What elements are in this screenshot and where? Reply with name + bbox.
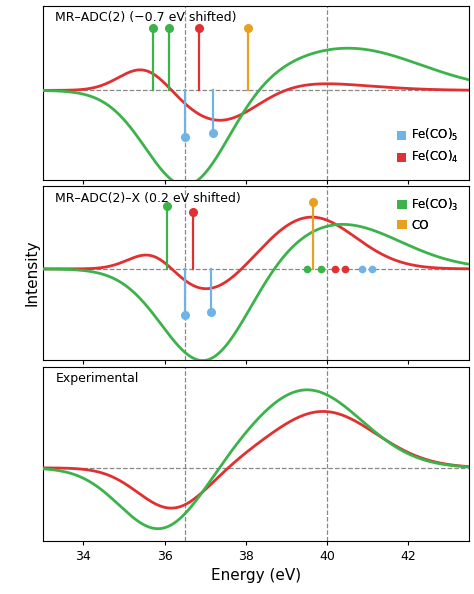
- Text: MR–ADC(2) (−0.7 eV shifted): MR–ADC(2) (−0.7 eV shifted): [55, 11, 237, 24]
- X-axis label: Energy (eV): Energy (eV): [211, 568, 301, 583]
- Y-axis label: Intensity: Intensity: [25, 240, 40, 307]
- Text: MR–ADC(2)–X (0.2 eV shifted): MR–ADC(2)–X (0.2 eV shifted): [55, 192, 241, 205]
- Legend: Fe(CO)$_5$, Fe(CO)$_4$: Fe(CO)$_5$, Fe(CO)$_4$: [392, 122, 464, 170]
- Legend: Fe(CO)$_3$, CO: Fe(CO)$_3$, CO: [392, 192, 464, 237]
- Text: Experimental: Experimental: [55, 372, 139, 385]
